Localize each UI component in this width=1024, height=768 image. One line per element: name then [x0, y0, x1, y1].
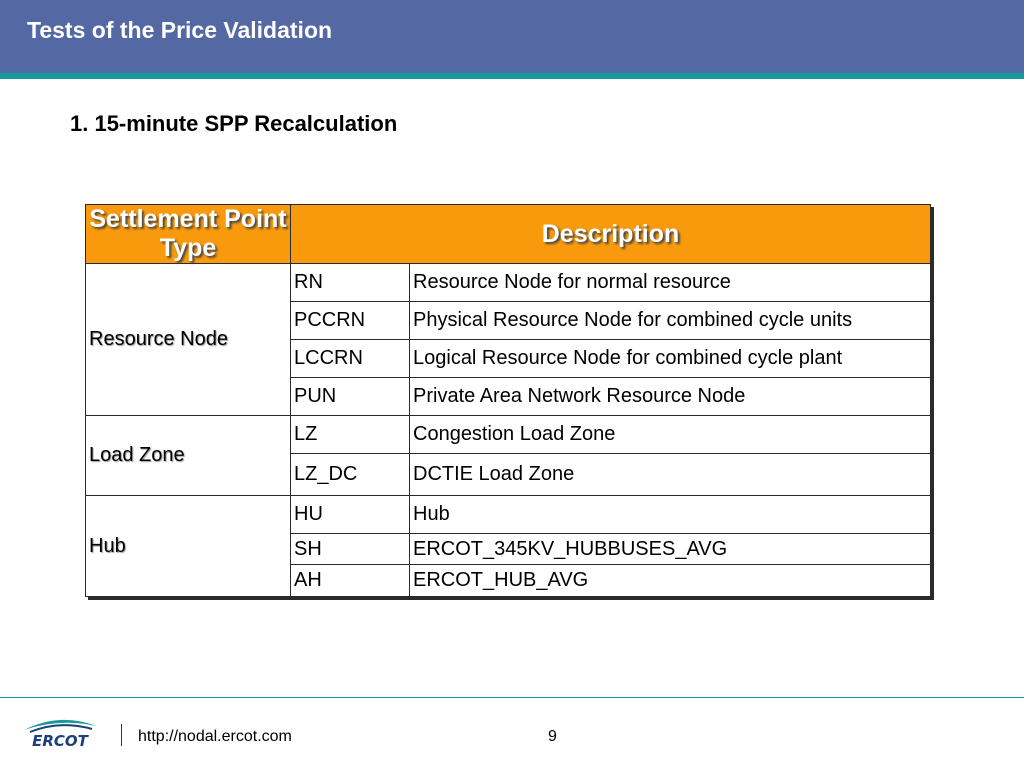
table-header-row: Settlement Point Type Description	[85, 204, 931, 264]
title-bar-accent-stripe	[0, 73, 1024, 79]
title-bar	[0, 0, 1024, 73]
footer-divider	[0, 697, 1024, 698]
table-row: Load Zone LZ Congestion Load Zone	[85, 415, 931, 496]
description-cell: Hub	[409, 495, 931, 534]
table-row: LZ_DC DCTIE Load Zone	[86, 453, 931, 496]
table-row: PCCRN Physical Resource Node for combine…	[86, 301, 931, 340]
code-cell: HU	[290, 495, 410, 534]
column-header-description: Description	[290, 204, 931, 264]
description-cell: Physical Resource Node for combined cycl…	[409, 301, 931, 340]
description-cell: ERCOT_345KV_HUBBUSES_AVG	[409, 533, 931, 565]
footer-url[interactable]: http://nodal.ercot.com	[138, 728, 292, 745]
slide-title: Tests of the Price Validation	[27, 17, 333, 43]
description-cell: ERCOT_HUB_AVG	[409, 564, 931, 597]
description-cell: Private Area Network Resource Node	[409, 377, 931, 416]
code-cell: LZ	[290, 415, 410, 454]
code-cell: SH	[290, 533, 410, 565]
code-cell: LCCRN	[290, 339, 410, 378]
code-cell: PCCRN	[290, 301, 410, 340]
footer-separator	[121, 724, 122, 746]
ercot-logo-text: ERCOT	[32, 732, 90, 750]
ercot-logo: ERCOT	[24, 719, 96, 750]
settlement-point-table: Settlement Point Type Description Resour…	[85, 204, 931, 597]
code-cell: PUN	[290, 377, 410, 416]
page-number: 9	[548, 728, 557, 745]
section-heading: 1. 15-minute SPP Recalculation	[70, 111, 398, 136]
description-cell: DCTIE Load Zone	[409, 453, 931, 496]
description-cell: Resource Node for normal resource	[409, 263, 931, 302]
code-cell: RN	[290, 263, 410, 302]
table-row: PUN Private Area Network Resource Node	[86, 377, 931, 416]
table-row: Resource Node RN Resource Node for norma…	[85, 263, 931, 416]
code-cell: AH	[290, 564, 410, 597]
group-label-load-zone: Load Zone	[85, 415, 291, 496]
table-row: Hub HU Hub	[85, 495, 931, 597]
table-row: AH ERCOT_HUB_AVG	[86, 564, 931, 597]
table-row: SH ERCOT_345KV_HUBBUSES_AVG	[86, 533, 931, 565]
group-label-hub: Hub	[85, 495, 291, 597]
group-label-resource-node: Resource Node	[85, 263, 291, 416]
column-header-settlement-point-type: Settlement Point Type	[85, 204, 291, 264]
description-cell: Logical Resource Node for combined cycle…	[409, 339, 931, 378]
description-cell: Congestion Load Zone	[409, 415, 931, 454]
code-cell: LZ_DC	[290, 453, 410, 496]
